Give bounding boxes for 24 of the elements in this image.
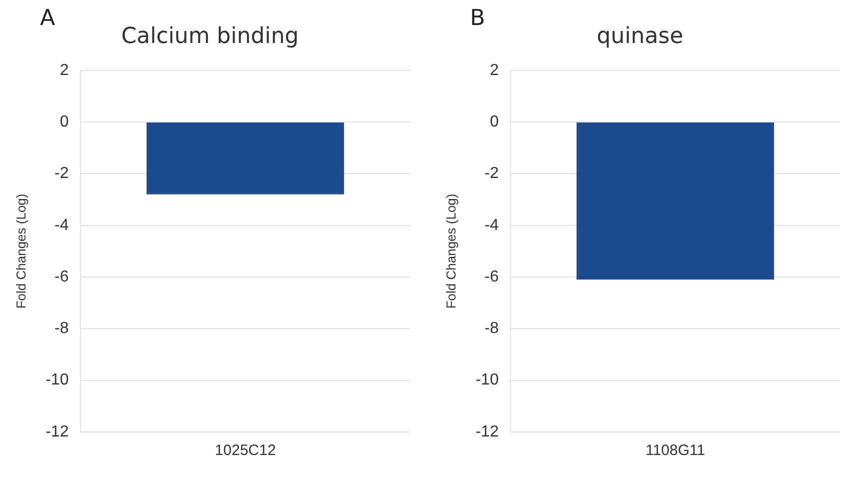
text: B [470, 6, 486, 31]
chart-title: quinase [596, 24, 684, 49]
y-tick-label: 2 [490, 62, 499, 79]
y-tick-label: -2 [484, 165, 499, 182]
y-tick-label: -8 [54, 320, 69, 338]
y-tick-label: -4 [54, 216, 69, 234]
y-tick-label: -6 [54, 268, 69, 286]
y-tick-label: -2 [54, 165, 69, 182]
y-tick-label: -10 [476, 372, 499, 389]
y-tick-label: -10 [46, 372, 69, 389]
y-tick-label: 0 [490, 113, 499, 130]
y-tick-label: 2 [60, 62, 69, 79]
y-tick-label: -4 [484, 216, 499, 234]
x-tick-label: 1025C12 [214, 442, 276, 460]
y-tick-label: -6 [484, 268, 499, 286]
y-axis-title: Fold Changes (Log) [13, 194, 28, 309]
y-axis-title: Fold Changes (Log) [443, 194, 458, 309]
chart-title: Calcium binding [121, 24, 299, 49]
y-tick-label: -8 [484, 320, 499, 338]
y-tick-label: 0 [60, 113, 69, 130]
y-tick-label: -12 [46, 423, 69, 440]
text: A [40, 6, 56, 31]
x-tick-label: 1108G11 [646, 442, 706, 460]
y-tick-label: -12 [476, 423, 499, 440]
